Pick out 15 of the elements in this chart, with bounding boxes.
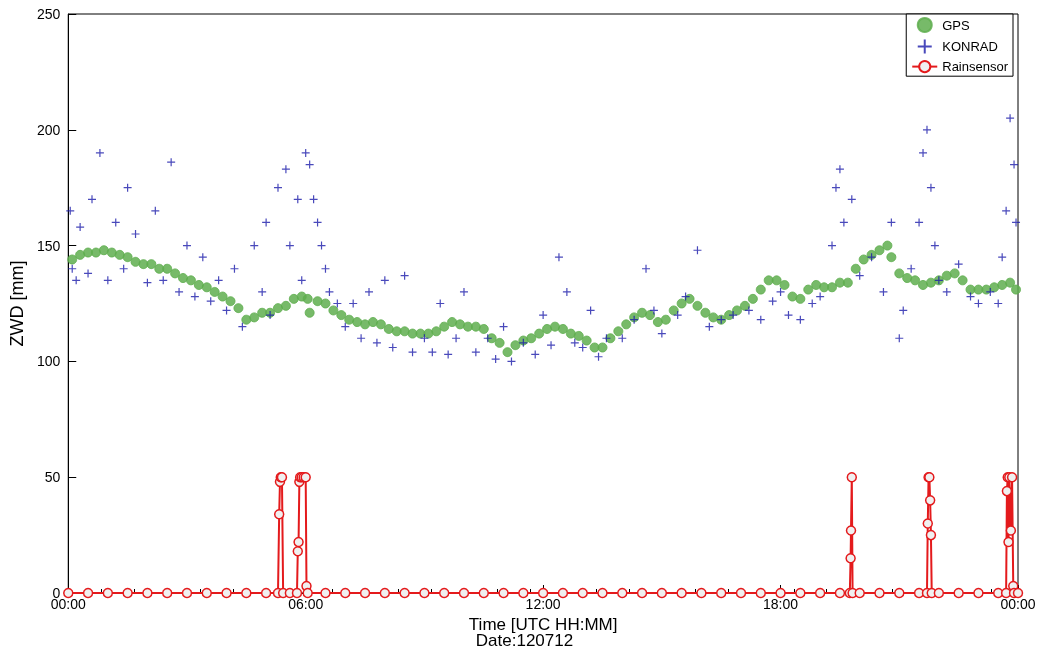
- y-tick-label: 150: [36, 237, 61, 254]
- x-tick-label: 12:00: [525, 596, 561, 612]
- x-tick-label: 06:00: [288, 596, 324, 612]
- legend-label: Rainsensor: [942, 59, 1009, 75]
- y-axis-title: ZWD [mm]: [7, 260, 27, 347]
- legend-label: KONRAD: [942, 39, 998, 54]
- x-tick-label: 00:00: [1000, 596, 1036, 612]
- legend-label: GPS: [942, 17, 971, 33]
- y-tick-label: 50: [44, 469, 61, 486]
- y-tick-label: 250: [36, 6, 61, 22]
- y-tick-label: 100: [36, 353, 61, 370]
- x-tick-label: 18:00: [763, 596, 799, 612]
- y-tick-label: 200: [36, 121, 61, 138]
- x-axis-title: Time [UTC HH:MM]: [468, 614, 618, 634]
- y-tick-label: 0: [52, 585, 61, 601]
